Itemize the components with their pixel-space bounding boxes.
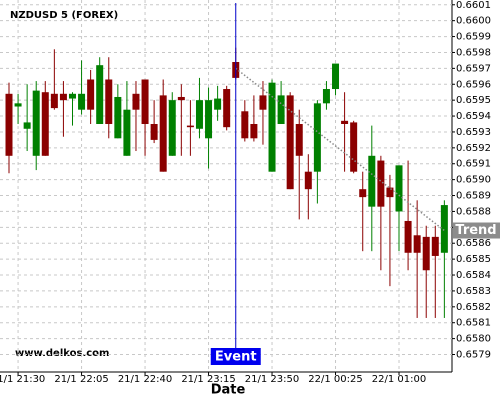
candle-body: [214, 98, 222, 110]
candle-body: [195, 100, 203, 129]
candle-body: [259, 95, 267, 110]
y-tick-label: 0.6590: [456, 175, 491, 186]
candle-body: [322, 89, 330, 104]
y-tick-label: 0.6599: [456, 32, 491, 43]
y-tick-label: 0.6592: [456, 143, 491, 154]
candle-body: [313, 103, 321, 172]
y-tick-label: 0.6582: [456, 302, 491, 313]
candle-body: [50, 93, 58, 109]
trend-label: Trend: [455, 223, 496, 238]
candle-body: [377, 160, 385, 207]
candle-body: [268, 82, 276, 172]
candle-body: [205, 100, 213, 139]
event-label: Event: [215, 350, 257, 365]
y-tick-label: 0.6579: [456, 350, 491, 361]
candle-body: [150, 124, 158, 140]
candle-body: [132, 93, 140, 110]
candle-body: [105, 79, 113, 124]
y-tick-label: 0.6580: [456, 334, 491, 345]
candle-body: [359, 189, 367, 198]
candle-body: [431, 236, 439, 256]
x-tick-label: 21/1 23:15: [181, 374, 235, 385]
candle-body: [114, 96, 122, 139]
x-tick-label: 22/1 00:25: [308, 374, 362, 385]
candle-body: [123, 109, 131, 156]
x-tick-label: 21/1 22:05: [54, 374, 108, 385]
candle-body: [159, 95, 167, 172]
candle-body: [250, 124, 258, 139]
y-tick-label: 0.6596: [456, 79, 491, 90]
event-label-box: [210, 348, 261, 365]
trend-label-box: [453, 222, 500, 239]
y-tick-label: 0.6581: [456, 318, 491, 329]
candle-body: [59, 93, 67, 101]
candle-body: [277, 95, 285, 124]
candle-body: [341, 120, 349, 124]
candle-body: [23, 122, 31, 129]
y-tick-label: 0.6600: [456, 16, 491, 27]
candle-body: [350, 122, 358, 172]
candle-body: [168, 100, 176, 156]
y-tick-label: 0.6601: [456, 0, 491, 11]
y-tick-label: 0.6598: [456, 47, 491, 58]
chart-title: NZDUSD 5 (FOREX): [10, 10, 118, 21]
y-tick-label: 0.6593: [456, 127, 491, 138]
candle-body: [41, 92, 49, 156]
x-tick-label: 21/1 22:40: [118, 374, 172, 385]
candle-body: [440, 205, 448, 253]
x-tick-label: 21/1 21:30: [0, 374, 45, 385]
candle-body: [14, 103, 22, 107]
candle-body: [141, 79, 149, 124]
y-tick-label: 0.6589: [456, 191, 491, 202]
candle-body: [87, 79, 95, 110]
candle-body: [177, 96, 185, 101]
candle-body: [96, 65, 104, 124]
candle-body: [332, 63, 340, 90]
candle-body: [32, 90, 40, 156]
watermark: www.delkos.com: [15, 348, 109, 359]
candle-body: [395, 165, 403, 212]
candle-body: [78, 93, 86, 110]
candle-body: [368, 155, 376, 207]
candle-body: [5, 93, 13, 156]
candle-body: [413, 235, 421, 253]
y-tick-label: 0.6585: [456, 254, 491, 265]
candle-body: [422, 236, 430, 271]
y-tick-label: 0.6591: [456, 159, 491, 170]
candle-body: [223, 89, 231, 128]
candle-body: [241, 111, 249, 139]
y-tick-label: 0.6597: [456, 63, 491, 74]
candle-body: [186, 125, 194, 128]
y-tick-label: 0.6588: [456, 206, 491, 217]
y-tick-label: 0.6586: [456, 238, 491, 249]
y-tick-label: 0.6595: [456, 95, 491, 106]
y-tick-label: 0.6583: [456, 286, 491, 297]
candle-body: [304, 171, 312, 190]
y-tick-label: 0.6584: [456, 270, 491, 281]
x-tick-label: 22/1 01:00: [372, 374, 426, 385]
candle-body: [286, 95, 294, 190]
candle-body: [295, 124, 303, 156]
candle-body: [386, 187, 394, 198]
x-axis-title: Date: [211, 383, 246, 398]
candle-body: [68, 93, 76, 99]
x-tick-label: 21/1 23:50: [245, 374, 299, 385]
candle-body: [404, 220, 412, 253]
y-tick-label: 0.6594: [456, 111, 491, 122]
